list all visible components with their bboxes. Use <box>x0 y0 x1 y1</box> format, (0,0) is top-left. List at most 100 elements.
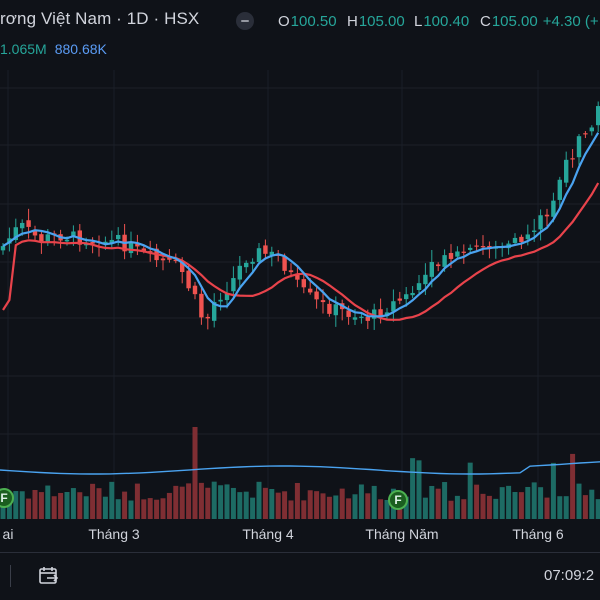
volume-bar <box>224 484 230 519</box>
volume-bar <box>531 482 537 519</box>
volume-bar <box>115 499 121 519</box>
volume-bar <box>403 496 409 519</box>
financial-event-marker[interactable]: F <box>0 488 14 508</box>
volume-bar <box>442 482 448 519</box>
candle-body <box>237 265 242 280</box>
candle-body <box>90 241 95 244</box>
volume-bar <box>32 489 38 519</box>
candle-body <box>596 106 600 126</box>
volume-bar <box>96 488 102 519</box>
volume-ma-value: 880.68K <box>54 41 107 57</box>
volume-bar <box>422 497 428 519</box>
chart-grid <box>0 70 600 520</box>
volume-bar <box>339 488 345 519</box>
volume-bar <box>557 496 563 519</box>
volume-bar <box>307 490 313 519</box>
volume-bar <box>58 492 64 519</box>
volume-bar <box>333 495 339 519</box>
volume-bar <box>301 500 307 519</box>
candle-body <box>320 300 326 303</box>
volume-bar <box>70 488 76 519</box>
volume-bar <box>352 494 358 519</box>
volume-bar <box>160 498 166 519</box>
candle-body <box>544 214 550 217</box>
ohlc-close: C 105.00 +4.30 (+ <box>480 10 599 32</box>
volume-bar <box>128 500 134 519</box>
symbol-title[interactable]: rơng Việt Nam · 1D · HSX <box>0 9 200 28</box>
candle-body <box>64 239 70 242</box>
volume-bar <box>346 498 352 519</box>
candle-body <box>32 229 38 236</box>
candle-body <box>512 237 518 243</box>
ohlc-open-value: 100.50 <box>290 12 337 30</box>
candle-body <box>461 251 466 253</box>
volume-bar <box>384 499 390 519</box>
candle-body <box>148 251 153 253</box>
volume-ma-line <box>0 461 600 475</box>
volume-bar <box>493 498 499 519</box>
volume-bar <box>51 496 57 519</box>
volume-bar <box>269 489 275 519</box>
volume-bar <box>154 499 160 519</box>
candle-body <box>199 293 204 318</box>
candle-body <box>244 262 249 268</box>
candle-body <box>0 246 6 251</box>
candle-body <box>359 316 364 318</box>
calendar-range-icon[interactable] <box>38 565 60 587</box>
volume-bar <box>218 485 224 519</box>
volume-bar <box>326 496 332 519</box>
volume-bar <box>102 496 108 519</box>
legend-collapse-button[interactable] <box>236 12 254 30</box>
candle-body <box>282 256 287 271</box>
candle-body <box>423 274 428 285</box>
ohlc-high-key: H <box>347 12 358 30</box>
candle-body <box>372 309 377 319</box>
candle-body <box>333 304 338 316</box>
volume-bar <box>506 485 512 519</box>
candle-body <box>212 301 217 321</box>
ohlc-low: L 100.40 <box>414 10 469 32</box>
candle-body <box>231 278 236 292</box>
volume-bar <box>83 496 89 519</box>
volume-bar <box>371 485 377 519</box>
candle-body <box>116 234 121 240</box>
time-axis-label: Tháng 3 <box>88 526 140 542</box>
ohlc-low-key: L <box>414 12 423 30</box>
candle-body <box>301 279 306 288</box>
volume-bar <box>448 500 454 519</box>
candle-body <box>103 241 108 245</box>
candle-body <box>346 310 351 317</box>
candle-body <box>583 133 588 135</box>
volume-bar <box>294 482 300 519</box>
volume-bar <box>13 491 19 519</box>
candle-body <box>576 136 582 158</box>
volume-bar <box>237 492 243 519</box>
volume-bar <box>576 483 582 519</box>
candle-body <box>263 245 268 254</box>
volume-bar <box>147 498 153 519</box>
volume-bar <box>186 483 192 519</box>
volume-bar <box>198 482 204 519</box>
volume-bar <box>134 483 140 519</box>
volume-bar <box>256 481 262 519</box>
volume-bar <box>109 481 115 519</box>
candle-body <box>224 293 230 301</box>
volume-bar <box>499 487 505 519</box>
candle-body <box>20 222 25 229</box>
volume-bar <box>45 485 51 519</box>
financial-event-marker[interactable]: F <box>388 490 408 510</box>
candle-body <box>538 215 543 230</box>
candle-body <box>256 248 262 262</box>
volume-bar <box>525 486 531 519</box>
time-axis-label: Tháng Năm <box>365 526 439 542</box>
candle-body <box>186 270 191 289</box>
volume-bar <box>410 458 416 519</box>
candle-body <box>416 283 422 290</box>
volume-bar <box>461 499 467 519</box>
volume-bar <box>563 496 569 519</box>
volume-bar <box>480 493 486 519</box>
volume-bar <box>467 462 473 519</box>
candle-body <box>474 245 479 247</box>
time-axis[interactable]: ai Tháng 3 Tháng 4 Tháng Năm Tháng 6 <box>0 521 600 547</box>
